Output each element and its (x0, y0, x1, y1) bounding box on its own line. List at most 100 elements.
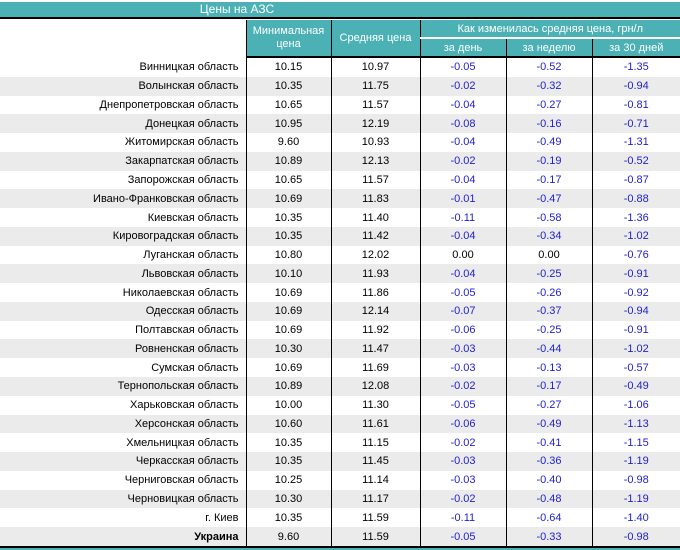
avg-price-column-header: Средняя цена (330, 20, 420, 58)
table-row: Донецкая область 10.95 12.19 -0.08 -0.16… (0, 114, 680, 134)
avg-price-cell: 11.17 (330, 489, 420, 509)
min-price-cell: 10.65 (245, 170, 331, 190)
avg-price-cell: 11.93 (330, 264, 420, 284)
region-cell: Тернопольская область (117, 380, 239, 393)
min-price-cell: 10.35 (245, 508, 331, 528)
min-price-cell: 10.69 (245, 189, 331, 209)
avg-price-cell: 11.83 (330, 189, 420, 209)
change-week-cell: -0.16 (505, 114, 592, 134)
change-day-cell: -0.06 (419, 414, 506, 434)
change-week-cell: -0.26 (505, 283, 592, 302)
region-cell: Николаевская область (122, 286, 239, 299)
table-row: Сумская область 10.69 11.69 -0.03 -0.13 … (0, 358, 680, 378)
change-week-cell: -0.19 (505, 151, 592, 171)
change-month-cell: -1.06 (591, 395, 680, 415)
change-week-cell: -0.48 (505, 489, 592, 509)
min-price-cell: 10.89 (245, 151, 331, 171)
change-week-cell: -0.40 (505, 470, 592, 490)
avg-price-cell: 11.47 (330, 339, 420, 359)
region-cell: Черниговская область (124, 474, 239, 487)
avg-price-cell: 12.02 (330, 245, 420, 265)
region-cell: Черновицкая область (127, 492, 239, 505)
region-cell: Хмельницкая область (126, 436, 239, 449)
table-row: Тернопольская область 10.89 12.08 -0.02 … (0, 377, 680, 396)
min-price-cell: 10.69 (245, 301, 331, 321)
min-price-cell: 10.35 (245, 208, 331, 227)
change-week-cell: -0.44 (505, 339, 592, 359)
table-row: Одесская область 10.69 12.14 -0.07 -0.37… (0, 301, 680, 321)
change-month-cell: -0.91 (591, 320, 680, 340)
region-cell: Запорожская область (127, 173, 239, 186)
change-month-cell: -0.71 (591, 114, 680, 134)
table-row: Ивано-Франковская область 10.69 11.83 -0… (0, 189, 680, 209)
region-cell: Кировоградская область (112, 230, 239, 243)
change-week-cell: -0.25 (505, 264, 592, 284)
change-week-cell: -0.25 (505, 320, 592, 340)
region-cell: Харьковская область (130, 399, 239, 412)
change-day-cell: -0.03 (419, 470, 506, 490)
change-day-cell: -0.08 (419, 114, 506, 134)
change-week-cell: -0.37 (505, 301, 592, 321)
avg-price-cell: 11.57 (330, 170, 420, 190)
change-day-cell: -0.01 (419, 189, 506, 209)
change-day-cell: -0.04 (419, 95, 506, 115)
change-day-cell: -0.05 (419, 527, 506, 548)
region-cell: Днепропетровская область (99, 98, 239, 111)
table-row: Запорожская область 10.65 11.57 -0.04 -0… (0, 170, 680, 190)
region-cell: Винницкая область (139, 60, 239, 73)
change-day-cell: -0.05 (419, 395, 506, 415)
change-day-cell: -0.02 (419, 151, 506, 171)
table-header: Минимальная цена Средняя цена Как измени… (0, 20, 680, 58)
change-month-cell: -1.36 (591, 208, 680, 227)
change-week-cell: -0.64 (505, 508, 592, 528)
avg-price-cell: 12.19 (330, 114, 420, 134)
avg-price-cell: 11.69 (330, 358, 420, 378)
avg-price-cell: 10.97 (330, 57, 420, 77)
avg-price-cell: 11.57 (330, 95, 420, 115)
change-month-cell: -1.19 (591, 452, 680, 471)
change-month-cell: -0.92 (591, 283, 680, 302)
table-row: Ровненская область 10.30 11.47 -0.03 -0.… (0, 339, 680, 359)
region-cell: Украина (0, 527, 246, 548)
table-row: Украина 9.60 11.59 -0.05 -0.33 -0.98 (0, 527, 680, 548)
change-week-cell: 0.00 (505, 245, 592, 265)
change-week-cell: -0.13 (505, 358, 592, 378)
change-day-cell: -0.06 (419, 320, 506, 340)
change-day-cell: -0.05 (419, 57, 506, 77)
page-title: Цены на АЗС (199, 2, 275, 16)
avg-price-cell: 11.15 (330, 433, 420, 453)
avg-price-cell: 11.30 (330, 395, 420, 415)
change-month-cell: -0.98 (591, 527, 680, 548)
table-row: Херсонская область 10.60 11.61 -0.06 -0.… (0, 414, 680, 434)
change-month-cell: -1.40 (591, 508, 680, 528)
avg-price-cell: 11.75 (330, 76, 420, 96)
change-week-cell: -0.33 (505, 527, 592, 548)
table-row: Житомирская область 9.60 10.93 -0.04 -0.… (0, 133, 680, 152)
min-price-header-label: Минимальная цена (252, 25, 325, 50)
change-month-cell: -0.87 (591, 170, 680, 190)
change-week-cell: -0.49 (505, 133, 592, 152)
change-week-cell: -0.27 (505, 95, 592, 115)
avg-price-cell: 11.61 (330, 414, 420, 434)
change-day-cell: -0.04 (419, 133, 506, 152)
table-row: Николаевская область 10.69 11.86 -0.05 -… (0, 283, 680, 302)
region-cell: Полтавская область (135, 324, 239, 337)
table-row: Харьковская область 10.00 11.30 -0.05 -0… (0, 395, 680, 415)
change-month-cell: -1.35 (591, 57, 680, 77)
change-month-cell: -1.02 (591, 226, 680, 246)
table-row: Львовская область 10.10 11.93 -0.04 -0.2… (0, 264, 680, 284)
min-price-cell: 10.25 (245, 470, 331, 490)
min-price-cell: 10.35 (245, 452, 331, 471)
table-row: Винницкая область 10.15 10.97 -0.05 -0.5… (0, 57, 680, 77)
region-cell: Волынская область (138, 80, 239, 93)
change-day-cell: -0.05 (419, 283, 506, 302)
change-week-cell: -0.17 (505, 170, 592, 190)
change-week-column-header: за неделю (505, 38, 592, 58)
table-row: Полтавская область 10.69 11.92 -0.06 -0.… (0, 320, 680, 340)
change-week-cell: -0.32 (505, 76, 592, 96)
table-row: Закарпатская область 10.89 12.13 -0.02 -… (0, 151, 680, 171)
change-month-cell: -0.94 (591, 76, 680, 96)
min-price-cell: 9.60 (245, 133, 331, 152)
avg-price-header-label: Средняя цена (339, 31, 412, 44)
